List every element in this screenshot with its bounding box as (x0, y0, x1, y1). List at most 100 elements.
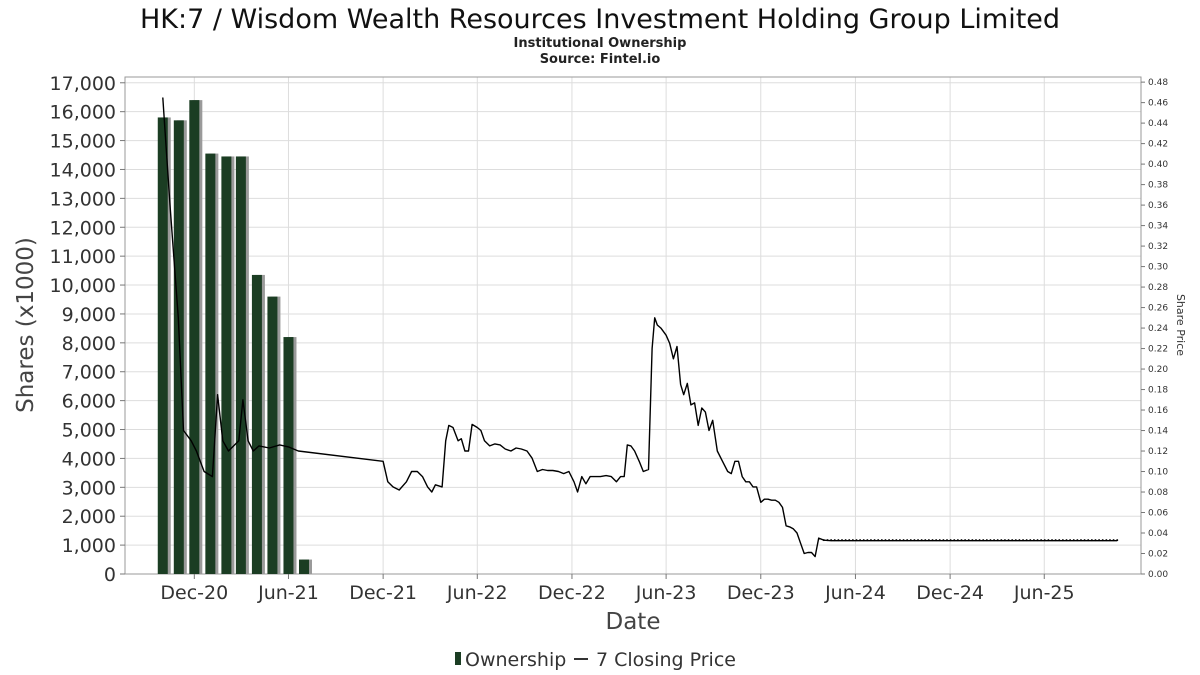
ownership-bar (189, 100, 200, 575)
chart-title: HK:7 / Wisdom Wealth Resources Investmen… (140, 4, 1060, 35)
closing-price-point (1065, 539, 1068, 542)
x-tick-label: Jun-24 (824, 582, 886, 604)
y-right-tick-label: 0.42 (1148, 140, 1168, 150)
closing-price-point (822, 539, 825, 542)
ownership-bar (235, 156, 246, 574)
closing-price-point (993, 539, 996, 542)
ownership-bar (251, 274, 262, 574)
closing-price-point (1000, 539, 1003, 542)
closing-price-point (1043, 539, 1046, 542)
closing-price-point (906, 539, 909, 542)
legend-ownership-swatch (455, 652, 461, 665)
closing-price-point (1069, 539, 1072, 542)
y-right-tick-label: 0.14 (1148, 427, 1168, 437)
closing-price-point (967, 539, 970, 542)
closing-price-point (996, 539, 999, 542)
closing-price-point (1051, 539, 1054, 542)
closing-price-point (1011, 539, 1014, 542)
x-tick-label: Jun-21 (257, 582, 319, 604)
y-left-tick-label: 2,000 (62, 506, 116, 528)
closing-price-point (840, 539, 843, 542)
y-right-tick-label: 0.06 (1148, 509, 1168, 519)
y-left-tick-label: 7,000 (62, 362, 116, 384)
plot-area-frame (124, 76, 1142, 575)
y-right-tick-label: 0.46 (1148, 99, 1168, 109)
closing-price-point (891, 539, 894, 542)
closing-price-line (162, 97, 1118, 558)
legend: Ownership 7 Closing Price (455, 649, 736, 671)
closing-price-point (989, 539, 992, 542)
closing-price-point (964, 539, 967, 542)
closing-price-point (917, 539, 920, 542)
y-right-tick-label: 0.00 (1148, 570, 1168, 580)
closing-price-point (877, 539, 880, 542)
closing-price-point (1108, 539, 1111, 542)
closing-price-point (844, 539, 847, 542)
y-right-tick-label: 0.38 (1148, 181, 1168, 191)
x-axis-ticks: Dec-20 Jun-21 Dec-21 Jun-22 Dec-22 Jun-23 Dec-… (160, 574, 1075, 604)
y-left-tick-label: 15,000 (50, 131, 116, 153)
y-right-tick-label: 0.04 (1148, 529, 1168, 539)
y-right-tick-label: 0.20 (1148, 365, 1168, 375)
closing-price-point (1094, 539, 1097, 542)
y-right-tick-label: 0.34 (1148, 222, 1168, 232)
closing-price-point (1083, 539, 1086, 542)
closing-price-point (1036, 539, 1039, 542)
closing-price-point (971, 539, 974, 542)
y-right-tick-label: 0.36 (1148, 201, 1168, 211)
closing-price-point (1003, 539, 1006, 542)
ownership-bar (267, 296, 278, 574)
x-tick-label: Dec-20 (160, 582, 228, 604)
y-right-tick-label: 0.40 (1148, 160, 1168, 170)
legend-price-label: 7 Closing Price (596, 649, 736, 671)
closing-price-point (920, 539, 923, 542)
closing-price-point (953, 539, 956, 542)
closing-price-point (833, 539, 836, 542)
closing-price-point (880, 539, 883, 542)
closing-price-point (848, 539, 851, 542)
closing-price-point (1079, 539, 1082, 542)
closing-price-point (902, 539, 905, 542)
closing-price-point (1112, 539, 1115, 542)
ownership-bar (298, 559, 309, 574)
closing-price-point (909, 539, 912, 542)
closing-price-point (1101, 539, 1104, 542)
closing-price-point (855, 539, 858, 542)
closing-price-point (1025, 539, 1028, 542)
y-right-tick-label: 0.30 (1148, 263, 1168, 273)
closing-price-point (1061, 539, 1064, 542)
closing-price-point (978, 539, 981, 542)
x-tick-label: Dec-21 (349, 582, 417, 604)
y-left-tick-label: 0 (104, 564, 116, 586)
closing-price-point (851, 539, 854, 542)
closing-price-point (1116, 539, 1119, 542)
closing-price-point (830, 539, 833, 542)
closing-price-line-group (162, 97, 1119, 558)
x-tick-label: Jun-23 (635, 582, 697, 604)
right-axis-ticks: 0.00 0.02 0.04 0.06 0.08 0.10 0.12 0.14 0.16 0.18… (1141, 78, 1168, 580)
closing-price-point (1098, 539, 1101, 542)
y-right-tick-label: 0.44 (1148, 119, 1168, 129)
ownership-bar (157, 117, 168, 574)
y-left-tick-label: 16,000 (50, 102, 116, 124)
y-right-tick-label: 0.12 (1148, 447, 1168, 457)
closing-price-point (869, 539, 872, 542)
closing-price-point (1022, 539, 1025, 542)
closing-price-point (859, 539, 862, 542)
ownership-bars (157, 100, 312, 575)
ownership-bar (173, 120, 184, 575)
y-right-tick-label: 0.02 (1148, 550, 1168, 560)
x-tick-label: Dec-22 (538, 582, 606, 604)
y-left-tick-label: 8,000 (62, 333, 116, 355)
y-right-tick-label: 0.16 (1148, 406, 1168, 416)
closing-price-point (982, 539, 985, 542)
y-right-tick-label: 0.18 (1148, 386, 1168, 396)
closing-price-point (1014, 539, 1017, 542)
closing-price-point (946, 539, 949, 542)
y-right-tick-label: 0.32 (1148, 242, 1168, 252)
x-axis-label: Date (606, 609, 661, 635)
closing-price-point (985, 539, 988, 542)
closing-price-point (956, 539, 959, 542)
legend-ownership-label: Ownership (465, 649, 566, 671)
closing-price-point (1007, 539, 1010, 542)
